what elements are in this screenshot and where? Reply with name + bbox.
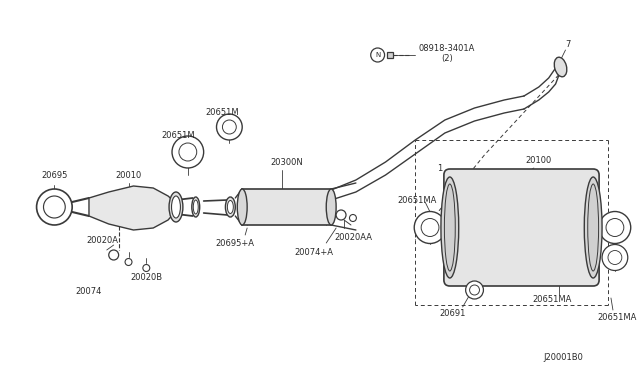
Circle shape bbox=[216, 114, 242, 140]
Text: 1: 1 bbox=[437, 164, 442, 173]
Text: 20695: 20695 bbox=[41, 170, 68, 180]
Text: 20074+A: 20074+A bbox=[295, 247, 334, 257]
Circle shape bbox=[606, 218, 624, 237]
Bar bbox=[242, 189, 331, 225]
Text: 20651M: 20651M bbox=[205, 108, 239, 116]
Circle shape bbox=[125, 259, 132, 266]
Bar bbox=[387, 52, 394, 58]
Ellipse shape bbox=[192, 197, 200, 217]
Text: N: N bbox=[375, 52, 380, 58]
Circle shape bbox=[414, 212, 446, 244]
Text: 20010: 20010 bbox=[115, 170, 141, 180]
Text: (2): (2) bbox=[441, 54, 452, 62]
Circle shape bbox=[608, 250, 622, 264]
Circle shape bbox=[470, 285, 479, 295]
Polygon shape bbox=[89, 186, 176, 230]
Ellipse shape bbox=[326, 189, 336, 225]
Ellipse shape bbox=[584, 177, 602, 278]
Circle shape bbox=[36, 189, 72, 225]
Text: J20001B0: J20001B0 bbox=[543, 353, 583, 362]
Text: 20300N: 20300N bbox=[270, 157, 303, 167]
Ellipse shape bbox=[588, 184, 598, 271]
Circle shape bbox=[179, 143, 196, 161]
Text: 20691: 20691 bbox=[440, 310, 466, 318]
Circle shape bbox=[143, 264, 150, 272]
Text: 20651M: 20651M bbox=[161, 131, 195, 140]
Circle shape bbox=[44, 196, 65, 218]
Text: 20074: 20074 bbox=[76, 288, 102, 296]
Text: 20020A: 20020A bbox=[87, 235, 119, 244]
Ellipse shape bbox=[225, 197, 236, 217]
Text: 20651MA: 20651MA bbox=[532, 295, 572, 305]
Ellipse shape bbox=[237, 189, 247, 225]
Text: 20651MA: 20651MA bbox=[397, 196, 437, 205]
Ellipse shape bbox=[444, 184, 455, 271]
Circle shape bbox=[421, 218, 439, 237]
Text: 20020AA: 20020AA bbox=[334, 232, 372, 241]
Circle shape bbox=[371, 48, 385, 62]
Ellipse shape bbox=[169, 192, 183, 222]
Circle shape bbox=[336, 210, 346, 220]
Text: 20651MA: 20651MA bbox=[597, 314, 637, 323]
Ellipse shape bbox=[441, 177, 459, 278]
Circle shape bbox=[349, 215, 356, 221]
Text: 20695+A: 20695+A bbox=[216, 238, 255, 247]
Circle shape bbox=[602, 244, 628, 270]
Circle shape bbox=[466, 281, 483, 299]
Text: 08918-3401A: 08918-3401A bbox=[419, 44, 475, 52]
Ellipse shape bbox=[193, 200, 198, 214]
Circle shape bbox=[223, 120, 236, 134]
Text: 7: 7 bbox=[566, 39, 571, 48]
Ellipse shape bbox=[554, 57, 567, 77]
Circle shape bbox=[599, 212, 631, 244]
Ellipse shape bbox=[172, 196, 180, 218]
Circle shape bbox=[109, 250, 118, 260]
Text: 20020B: 20020B bbox=[131, 273, 163, 282]
Circle shape bbox=[172, 136, 204, 168]
Text: 20100: 20100 bbox=[525, 155, 552, 164]
FancyBboxPatch shape bbox=[444, 169, 599, 286]
Ellipse shape bbox=[227, 201, 234, 214]
